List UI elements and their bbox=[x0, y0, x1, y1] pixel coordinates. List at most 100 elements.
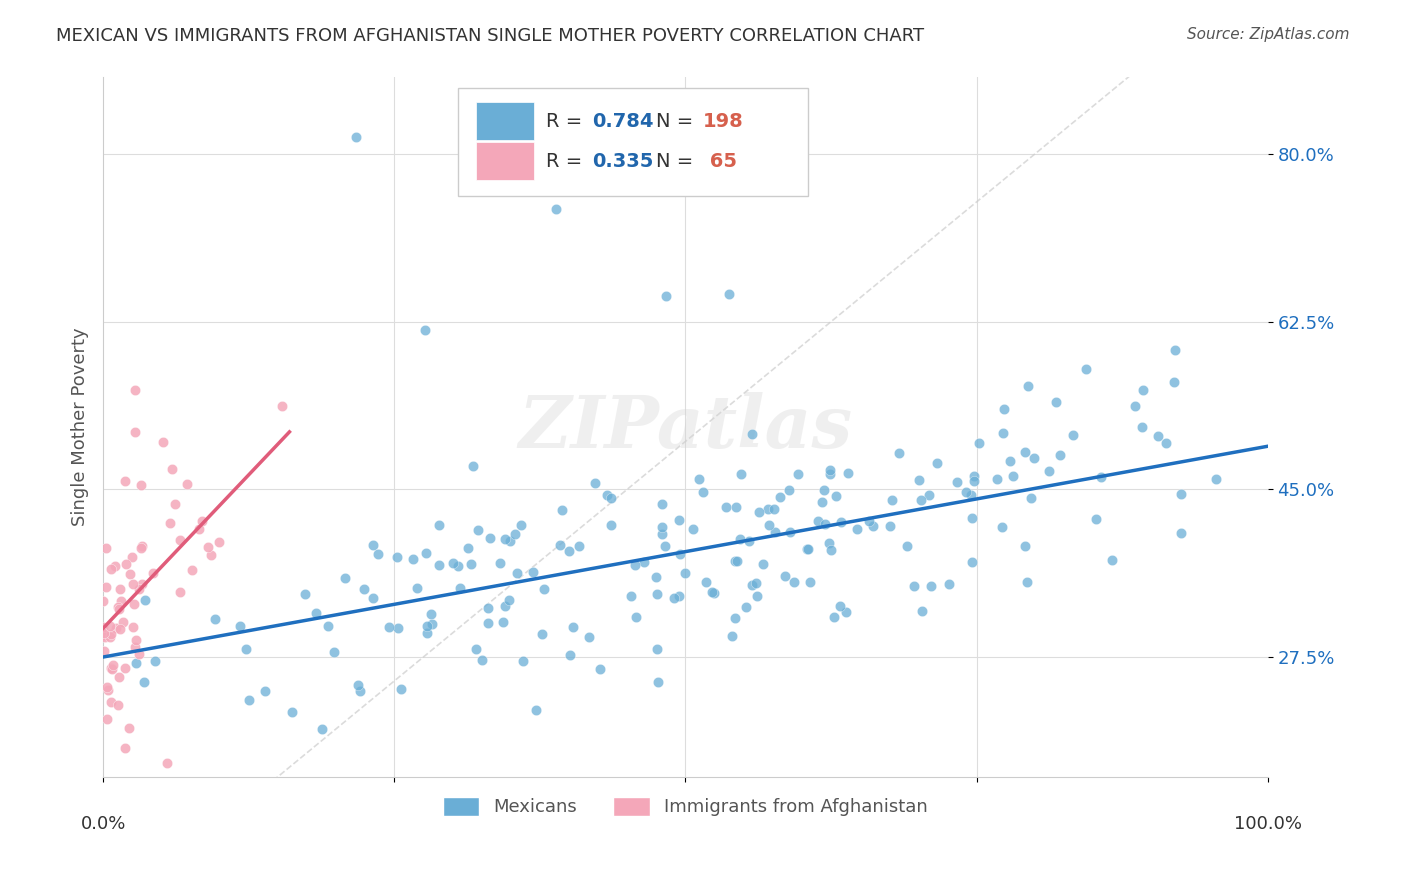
Point bbox=[280, 705, 302, 719]
Point bbox=[108, 622, 131, 636]
Point bbox=[879, 518, 901, 533]
Point bbox=[100, 627, 122, 641]
Point bbox=[1084, 512, 1107, 526]
Point bbox=[457, 541, 479, 555]
Point bbox=[724, 500, 747, 514]
Point bbox=[960, 511, 983, 525]
Text: N =: N = bbox=[657, 152, 700, 171]
Point bbox=[188, 522, 211, 536]
Point bbox=[100, 562, 122, 576]
Text: 100.0%: 100.0% bbox=[1233, 815, 1302, 833]
Point bbox=[1163, 343, 1185, 357]
Point bbox=[596, 488, 619, 502]
Point bbox=[100, 695, 122, 709]
Point bbox=[152, 434, 174, 449]
Point bbox=[96, 712, 118, 726]
Point bbox=[121, 549, 143, 564]
Point bbox=[311, 722, 333, 736]
Point bbox=[93, 626, 115, 640]
Point bbox=[730, 532, 752, 546]
Point bbox=[748, 505, 770, 519]
Point bbox=[128, 647, 150, 661]
Text: 0.335: 0.335 bbox=[592, 152, 654, 171]
Point bbox=[920, 579, 942, 593]
Point bbox=[108, 670, 131, 684]
Point bbox=[159, 516, 181, 530]
Point bbox=[796, 542, 818, 557]
Point bbox=[1205, 473, 1227, 487]
Point bbox=[447, 558, 470, 573]
Point bbox=[229, 619, 252, 633]
Point bbox=[1017, 575, 1039, 590]
Point bbox=[494, 599, 516, 614]
Text: N =: N = bbox=[657, 112, 700, 131]
Point bbox=[778, 483, 800, 497]
Point bbox=[903, 579, 925, 593]
Point bbox=[695, 575, 717, 590]
Point bbox=[1130, 420, 1153, 434]
Point bbox=[911, 604, 934, 618]
Text: 65: 65 bbox=[703, 152, 737, 171]
Point bbox=[333, 571, 356, 585]
Point bbox=[416, 626, 439, 640]
Point bbox=[607, 128, 630, 143]
Point bbox=[512, 654, 534, 668]
Point bbox=[142, 566, 165, 581]
Point bbox=[1163, 376, 1185, 390]
Point bbox=[1156, 436, 1178, 450]
Point bbox=[1049, 448, 1071, 462]
Point bbox=[526, 702, 548, 716]
Point bbox=[506, 566, 529, 580]
Point bbox=[104, 558, 127, 573]
Point bbox=[129, 541, 152, 555]
Point bbox=[910, 493, 932, 508]
Point bbox=[93, 644, 115, 658]
Point bbox=[316, 619, 339, 633]
Point bbox=[651, 497, 673, 511]
Point bbox=[991, 520, 1014, 534]
Point bbox=[361, 591, 384, 605]
Point bbox=[1090, 469, 1112, 483]
Point bbox=[98, 619, 121, 633]
Point bbox=[416, 618, 439, 632]
Point bbox=[583, 475, 606, 490]
Point bbox=[830, 515, 852, 529]
Point bbox=[927, 456, 949, 470]
Point bbox=[1001, 469, 1024, 483]
Point bbox=[993, 425, 1015, 440]
Point bbox=[477, 601, 499, 615]
Point bbox=[737, 533, 759, 548]
Point bbox=[107, 602, 129, 616]
Point bbox=[714, 500, 737, 514]
Point bbox=[1170, 486, 1192, 500]
Point bbox=[492, 615, 515, 629]
Point bbox=[960, 555, 983, 569]
Point bbox=[986, 472, 1008, 486]
Point bbox=[238, 693, 260, 707]
Point bbox=[1076, 362, 1098, 376]
Point bbox=[908, 473, 931, 487]
Point bbox=[862, 519, 884, 533]
Point bbox=[725, 554, 748, 568]
Point bbox=[624, 558, 647, 572]
Point bbox=[797, 541, 820, 556]
Point bbox=[427, 518, 450, 533]
FancyBboxPatch shape bbox=[475, 142, 534, 180]
Point bbox=[724, 554, 747, 568]
Point bbox=[600, 491, 623, 505]
Point bbox=[346, 678, 368, 692]
Text: 0.784: 0.784 bbox=[592, 112, 654, 131]
Point bbox=[651, 526, 673, 541]
Point bbox=[190, 514, 212, 528]
Point bbox=[176, 477, 198, 491]
Point bbox=[510, 518, 533, 533]
Point bbox=[367, 547, 389, 561]
Point bbox=[787, 467, 810, 482]
Point bbox=[825, 489, 848, 503]
Point bbox=[531, 627, 554, 641]
Point bbox=[758, 518, 780, 533]
Point bbox=[94, 580, 117, 594]
Point bbox=[419, 607, 441, 621]
Text: 0.0%: 0.0% bbox=[80, 815, 125, 833]
Point bbox=[385, 550, 408, 565]
